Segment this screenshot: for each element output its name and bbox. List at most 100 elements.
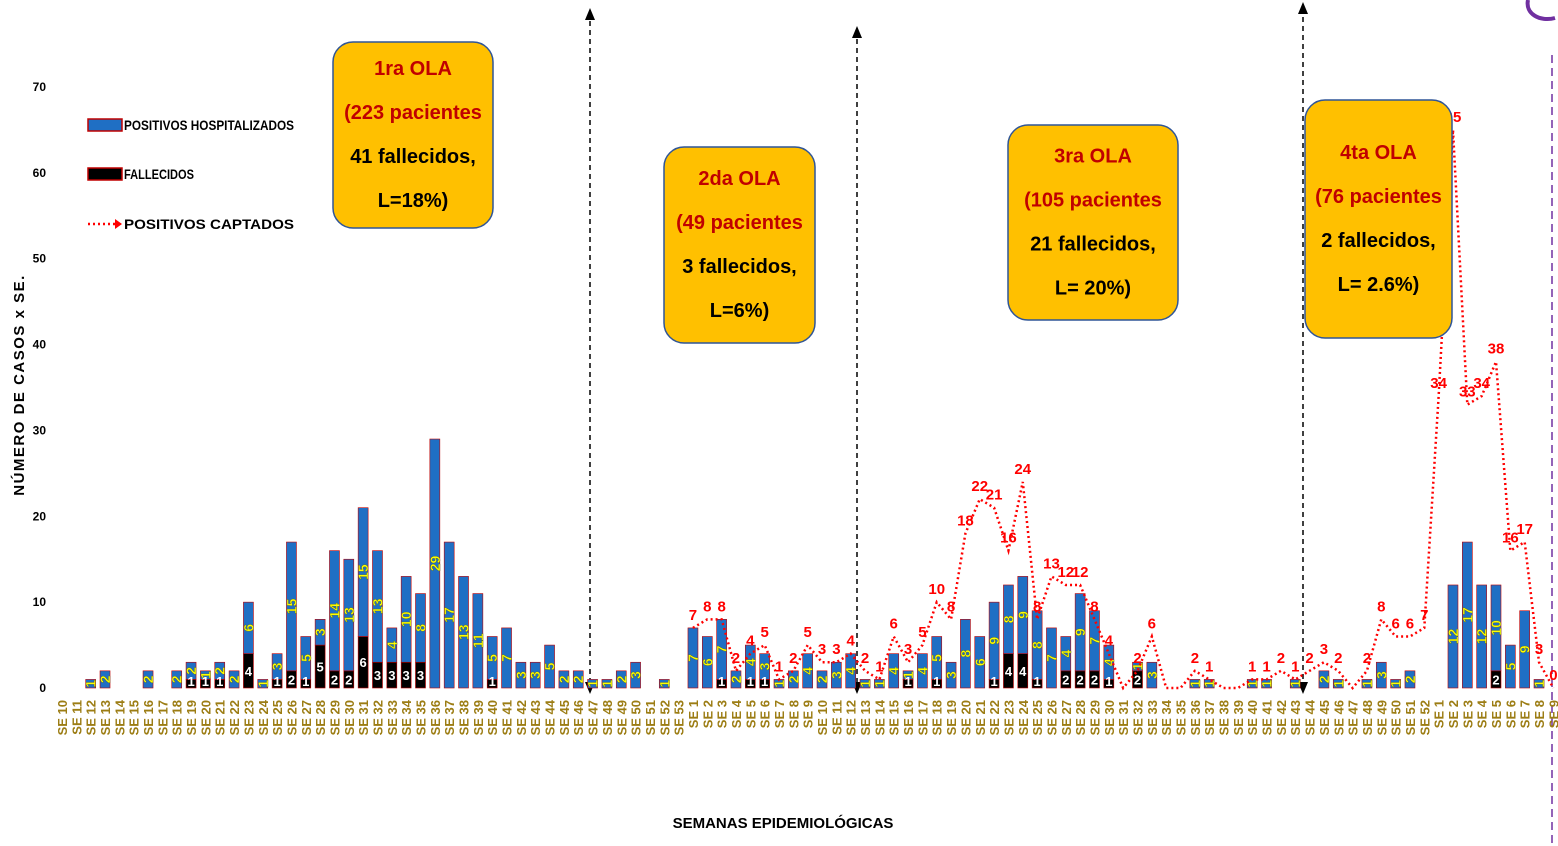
x-tick-label: SE 27 [299, 700, 314, 735]
bar-label: 3 [513, 671, 529, 679]
x-tick-label: SE 2 [1446, 700, 1461, 728]
bar-label-fallecidos: 2 [288, 672, 295, 687]
bar-label: 5 [1502, 662, 1518, 670]
bar-hospitalizados [917, 653, 928, 689]
bar-label: 10 [398, 611, 414, 627]
bar-label: 1 [1187, 680, 1203, 688]
bar-label: 12 [1474, 628, 1490, 644]
bar-label: 2 [613, 675, 629, 683]
bar-label-fallecidos: 1 [718, 674, 725, 689]
bar-label: 7 [685, 654, 701, 662]
bar-hospitalizados [788, 670, 799, 689]
bar-label: 7 [1043, 654, 1059, 662]
bar-label: 1 [1330, 680, 1346, 688]
bar-label: 1 [1130, 662, 1146, 670]
line-label: 2 [861, 650, 869, 667]
legend-swatch [115, 219, 122, 229]
line-label: 33 [1459, 384, 1476, 401]
bar-label-fallecidos: 3 [403, 668, 410, 683]
line-captados [692, 129, 1555, 691]
x-tick-label: SE 9 [1546, 700, 1558, 728]
legend-swatch [87, 118, 123, 132]
x-tick-label: SE 17 [155, 700, 170, 735]
x-tick-label: SE 26 [284, 700, 299, 735]
bar-label-fallecidos: 1 [187, 674, 194, 689]
bar-hospitalizados [1490, 584, 1502, 672]
bar-label-fallecidos: 1 [761, 674, 768, 689]
bar-hospitalizados [85, 679, 96, 689]
bar-label-fallecidos: 1 [904, 674, 911, 689]
x-tick-label: SE 6 [1503, 700, 1518, 728]
bar-label: 8 [413, 624, 429, 632]
line-label: 3 [818, 641, 826, 658]
x-tick-label: SE 1 [1432, 700, 1447, 728]
x-tick-label: SE 40 [485, 700, 500, 735]
bar-label: 8 [957, 650, 973, 658]
annotation-box [332, 41, 494, 229]
x-tick-label: SE 38 [1217, 700, 1232, 735]
bar-label-fallecidos: 1 [1034, 674, 1041, 689]
bar-label: 7 [714, 645, 730, 653]
bar-label: 7 [1086, 637, 1102, 645]
bar-label: 4 [800, 667, 816, 675]
line-label: 38 [1488, 341, 1505, 358]
bar-hospitalizados [601, 679, 613, 689]
annotation-text: 4ta OLA [1340, 142, 1417, 164]
annotation-box [1007, 124, 1179, 321]
line-label: 7 [689, 607, 697, 624]
line-label: 4 [746, 633, 755, 650]
bar-label-fallecidos: 2 [1134, 672, 1141, 687]
bar-hospitalizados [658, 679, 670, 689]
bar-label: 1 [857, 680, 873, 688]
x-tick-label: SE 49 [614, 700, 629, 735]
line-label: 34 [1430, 375, 1447, 392]
line-label: 1 [875, 658, 883, 675]
bar-label: 5 [542, 662, 558, 670]
y-tick-label: 30 [33, 423, 47, 437]
bar-hospitalizados [142, 670, 154, 689]
bar-label: 1 [1201, 680, 1217, 688]
line-label: 18 [957, 512, 974, 529]
line-label: 2 [1363, 650, 1371, 667]
bar-hospitalizados [314, 619, 326, 646]
bar-hospitalizados [171, 670, 183, 689]
annotation-text: 2 fallecidos, [1321, 230, 1436, 252]
bar-label-fallecidos: 4 [1019, 664, 1027, 679]
annotation-text: (223 pacientes [344, 102, 482, 124]
bar-label: 1 [1244, 680, 1260, 688]
bar-label-fallecidos: 3 [388, 668, 395, 683]
bar-label: 3 [527, 671, 543, 679]
bar-label: 15 [355, 564, 371, 580]
bar-label-fallecidos: 1 [747, 674, 754, 689]
annotation-text: 3 fallecidos, [682, 256, 797, 278]
bar-label: 1 [771, 680, 787, 688]
x-tick-label: SE 43 [528, 700, 543, 735]
bar-label: 14 [326, 603, 342, 619]
x-tick-label: SE 35 [414, 700, 429, 735]
x-tick-label: SE 47 [1346, 700, 1361, 735]
bar-hospitalizados [1505, 644, 1516, 689]
bar-label-fallecidos: 4 [245, 664, 253, 679]
bar-label: 1 [197, 671, 213, 679]
line-label: 1 [1248, 658, 1256, 675]
x-tick-label: SE 48 [600, 700, 615, 735]
bar-hospitalizados [1476, 584, 1487, 689]
bar-hospitalizados [1375, 661, 1387, 689]
bar-hospitalizados [831, 661, 842, 689]
bar-label: 7 [499, 654, 515, 662]
bar-hospitalizados [587, 679, 598, 689]
x-tick-label: SE 25 [270, 700, 285, 735]
x-tick-label: SE 35 [1174, 700, 1189, 735]
bar-label: 5 [929, 654, 945, 662]
x-tick-label: SE 17 [915, 700, 930, 735]
x-tick-label: SE 42 [514, 700, 529, 735]
bar-hospitalizados [243, 601, 254, 654]
bar-label: 9 [1517, 645, 1533, 653]
x-tick-label: SE 30 [342, 700, 357, 735]
bar-hospitalizados [615, 670, 627, 689]
x-tick-label: SE 45 [1317, 700, 1332, 735]
annotation-text: L= 2.6%) [1338, 274, 1420, 296]
line-label: 5 [918, 624, 926, 641]
line-label: 4 [1105, 633, 1114, 650]
x-tick-label: SE 36 [428, 700, 443, 735]
